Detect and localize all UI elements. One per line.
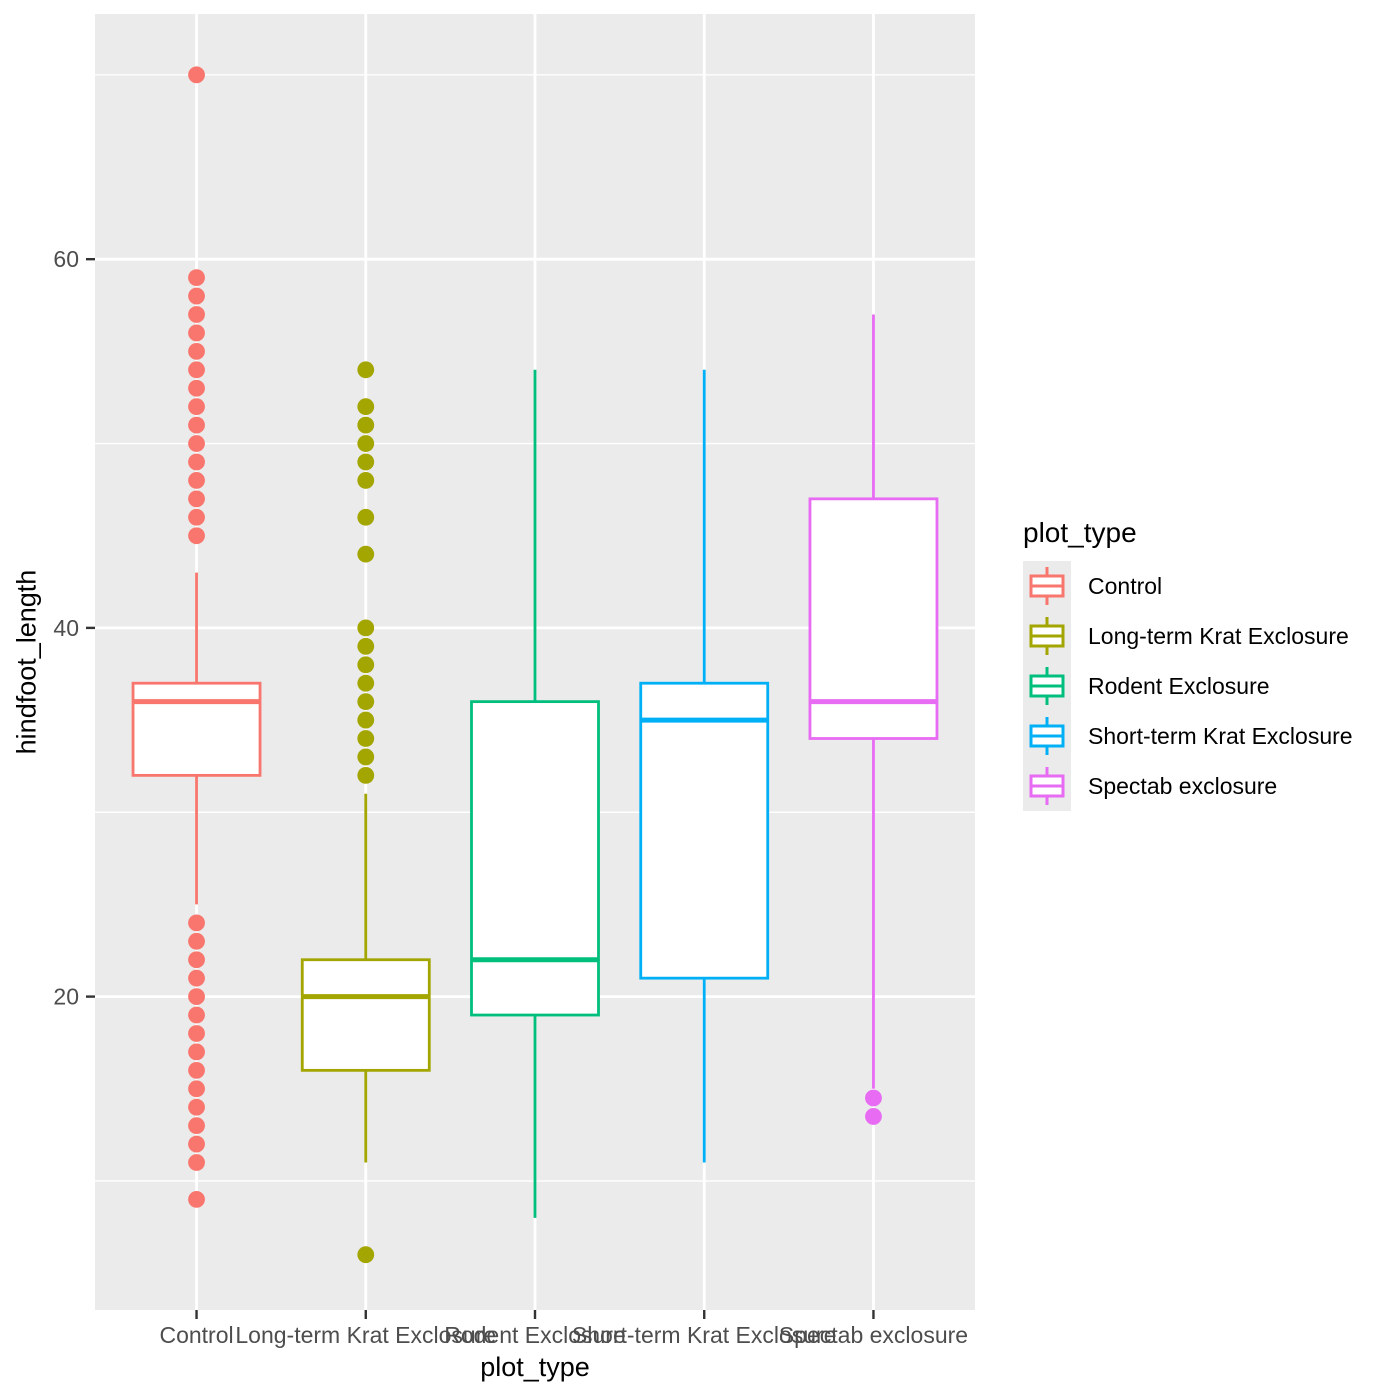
- outlier-point-control: [188, 490, 205, 508]
- outlier-point-long-term-krat-exclosure: [357, 361, 375, 379]
- boxplot-key-icon: [1023, 661, 1071, 711]
- legend-row-short-term-krat-exclosure: Short-term Krat Exclosure: [1023, 711, 1353, 761]
- box-rodent-exclosure: [470, 700, 600, 1017]
- outlier-point-long-term-krat-exclosure: [357, 453, 375, 471]
- outlier-point-control: [188, 1025, 205, 1042]
- outlier-point-long-term-krat-exclosure: [357, 637, 375, 655]
- outlier-point-long-term-krat-exclosure: [357, 766, 375, 784]
- outlier-point-control: [188, 1043, 205, 1061]
- outlier-point-control: [188, 1080, 205, 1098]
- legend-label-control: Control: [1088, 572, 1163, 599]
- y-tick-label: 60: [53, 246, 79, 272]
- outlier-point-long-term-krat-exclosure: [357, 472, 375, 489]
- outlier-point-control: [188, 306, 205, 323]
- boxplot-key-icon: [1023, 711, 1071, 761]
- outlier-point-control: [188, 951, 205, 969]
- outlier-point-control: [188, 324, 205, 342]
- outlier-point-control: [188, 66, 205, 84]
- box-spectab-exclosure: [808, 497, 939, 740]
- legend: plot_type Control Long-term Krat Exclosur…: [1023, 517, 1353, 811]
- legend-row-long-term-krat-exclosure: Long-term Krat Exclosure: [1023, 611, 1353, 661]
- outlier-point-control: [188, 1135, 205, 1153]
- box-short-term-krat-exclosure: [639, 681, 770, 980]
- legend-row-control: Control: [1023, 561, 1353, 611]
- box-long-term-krat-exclosure: [300, 958, 431, 1072]
- boxplot-key-icon: [1023, 611, 1071, 661]
- outlier-point-long-term-krat-exclosure: [357, 1246, 375, 1264]
- outlier-point-spectab-exclosure: [865, 1108, 882, 1125]
- legend-row-spectab-exclosure: Spectab exclosure: [1023, 761, 1353, 811]
- y-tick-label: 20: [53, 984, 79, 1010]
- outlier-point-control: [188, 269, 205, 287]
- legend-entries: Control Long-term Krat Exclosure Rodent Ex…: [1023, 561, 1353, 811]
- y-tick-label: 40: [53, 615, 79, 641]
- outlier-point-control: [188, 398, 205, 416]
- x-tick-label: Long-term Krat Exclosure: [235, 1322, 496, 1348]
- outlier-point-long-term-krat-exclosure: [357, 416, 375, 434]
- outlier-point-control: [188, 416, 205, 434]
- outlier-point-control: [188, 932, 205, 950]
- outlier-point-spectab-exclosure: [865, 1089, 882, 1107]
- outlier-point-long-term-krat-exclosure: [357, 748, 375, 766]
- outlier-point-long-term-krat-exclosure: [357, 435, 375, 452]
- outlier-point-control: [188, 453, 205, 471]
- legend-title: plot_type: [1023, 517, 1137, 548]
- legend-label-long-term-krat-exclosure: Long-term Krat Exclosure: [1088, 622, 1349, 649]
- outlier-point-long-term-krat-exclosure: [357, 711, 375, 729]
- outlier-point-long-term-krat-exclosure: [357, 619, 375, 637]
- outlier-point-control: [188, 527, 205, 545]
- box-control: [131, 681, 262, 777]
- y-axis-title: hindfoot_length: [11, 569, 42, 755]
- outlier-point-control: [188, 969, 205, 987]
- legend-label-rodent-exclosure: Rodent Exclosure: [1088, 672, 1270, 699]
- outlier-point-long-term-krat-exclosure: [357, 545, 375, 563]
- outlier-point-control: [188, 1098, 205, 1116]
- outlier-point-control: [188, 435, 205, 452]
- outlier-point-control: [188, 287, 205, 305]
- outlier-point-control: [188, 1154, 205, 1171]
- x-tick-label: Rodent Exclosure: [444, 1322, 626, 1348]
- outlier-point-long-term-krat-exclosure: [357, 398, 375, 416]
- x-tick-label: Control: [159, 1322, 233, 1348]
- outlier-point-control: [188, 361, 205, 379]
- legend-label-short-term-krat-exclosure: Short-term Krat Exclosure: [1088, 722, 1353, 749]
- outlier-point-control: [188, 914, 205, 932]
- outlier-point-control: [188, 1006, 205, 1024]
- outlier-point-long-term-krat-exclosure: [357, 674, 375, 692]
- x-tick-label: Spectab exclosure: [779, 1322, 968, 1348]
- x-tick-label: Short-term Krat Exclosure: [572, 1322, 837, 1348]
- outlier-point-control: [188, 1061, 205, 1079]
- legend-row-rodent-exclosure: Rodent Exclosure: [1023, 661, 1353, 711]
- outlier-point-long-term-krat-exclosure: [357, 508, 375, 526]
- outlier-point-control: [188, 379, 205, 397]
- legend-label-spectab-exclosure: Spectab exclosure: [1088, 772, 1278, 799]
- boxplot-key-icon: [1023, 561, 1071, 611]
- outlier-point-control: [188, 988, 205, 1006]
- outlier-point-control: [188, 1190, 205, 1208]
- outlier-point-control: [188, 342, 205, 360]
- outlier-point-control: [188, 472, 205, 489]
- outlier-point-control: [188, 1117, 205, 1135]
- outlier-point-control: [188, 508, 205, 526]
- boxplot-key-icon: [1023, 761, 1071, 811]
- outlier-point-long-term-krat-exclosure: [357, 693, 375, 711]
- x-axis-title: plot_type: [480, 1352, 590, 1382]
- outlier-point-long-term-krat-exclosure: [357, 656, 375, 674]
- outlier-point-long-term-krat-exclosure: [357, 730, 375, 747]
